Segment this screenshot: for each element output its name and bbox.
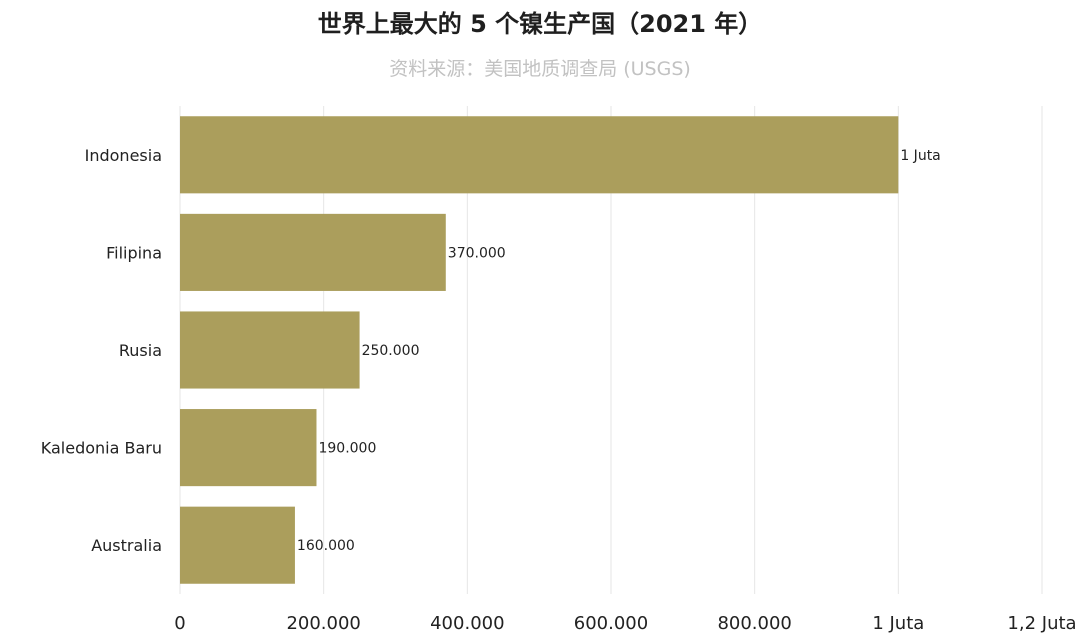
category-label: Indonesia: [85, 146, 162, 165]
bar-layer: [180, 116, 899, 584]
bar: [180, 213, 446, 291]
x-tick-label: 0: [174, 613, 185, 634]
bar: [180, 116, 899, 194]
category-label: Australia: [91, 536, 162, 555]
x-tick-label: 200.000: [286, 613, 360, 634]
bar: [180, 409, 317, 487]
value-label: 370.000: [448, 245, 506, 261]
x-tick-label: 400.000: [430, 613, 504, 634]
category-label: Kaledonia Baru: [41, 439, 162, 458]
value-label: 160.000: [297, 538, 355, 554]
label-layer: 1 Juta Indonesia 370.000 Filipina 250.000 Rus…: [41, 146, 941, 555]
x-tick-label: 600.000: [574, 613, 648, 634]
value-label: 250.000: [362, 343, 420, 359]
bar: [180, 506, 295, 584]
chart-title: 世界上最大的 5 个镍生产国（2021 年）: [317, 10, 763, 38]
value-label: 1 Juta: [900, 148, 940, 164]
x-tick-label: 800.000: [717, 613, 791, 634]
category-label: Filipina: [106, 243, 162, 262]
chart-subtitle: 资料来源：美国地质调查局 (USGS): [389, 58, 691, 80]
category-label: Rusia: [119, 341, 162, 360]
x-tick-label: 1,2 Juta: [1007, 613, 1076, 634]
value-label: 190.000: [318, 441, 376, 457]
bar: [180, 311, 360, 389]
x-tick-label: 1 Juta: [872, 613, 924, 634]
x-axis-ticks: 0 200.000 400.000 600.000 800.000 1 Juta 1,2 J…: [174, 613, 1076, 634]
